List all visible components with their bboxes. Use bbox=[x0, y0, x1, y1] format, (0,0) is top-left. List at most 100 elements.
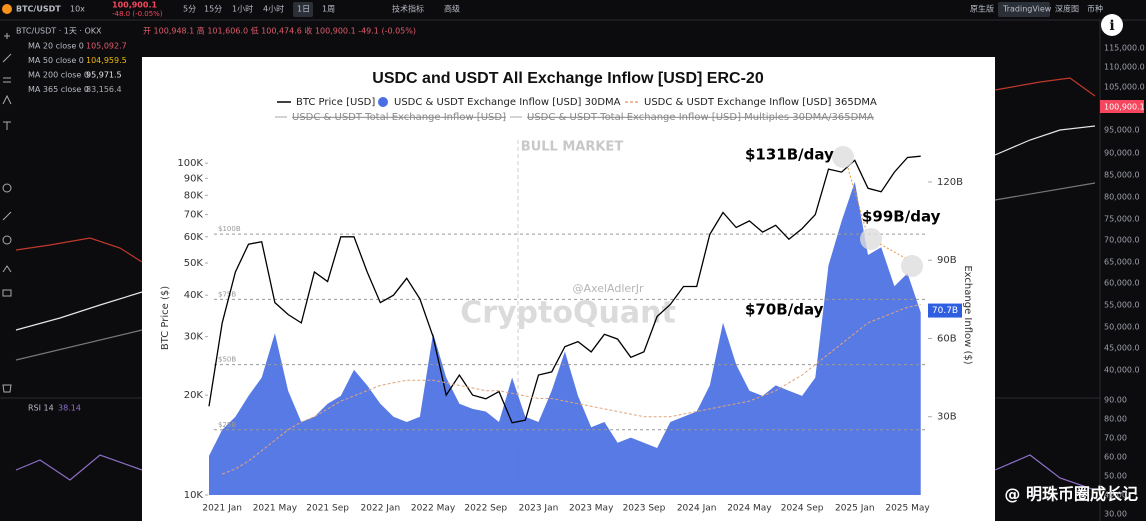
interval[interactable]: 4小时 bbox=[263, 4, 284, 14]
price-axis-label: 50,000.0 bbox=[1104, 323, 1140, 332]
ma-line bbox=[15, 291, 143, 331]
reference-label: $50B bbox=[218, 356, 236, 364]
price-axis-label: 90,000.0 bbox=[1104, 149, 1140, 158]
x-tick-label: 2023 Jan bbox=[519, 504, 559, 514]
legend-hidden-label[interactable]: USDC & USDT Total Exchange Inflow [USD] … bbox=[527, 112, 874, 123]
x-tick-label: 2023 Sep bbox=[623, 504, 666, 514]
ma-value: 83,156.4 bbox=[86, 85, 122, 94]
last-price: 100,900.1 bbox=[1104, 103, 1145, 112]
indicators-button[interactable]: 技术指标 bbox=[392, 4, 424, 14]
price-axis-label: 65,000.0 bbox=[1104, 258, 1140, 267]
ma-value: 104,959.5 bbox=[86, 56, 127, 65]
plot: 10K 20K 30K 40K 50K 60K 70K 80K 90K 100K 30B 60B 90B… bbox=[177, 97, 963, 514]
highlight-circle bbox=[901, 255, 923, 277]
ma-line bbox=[994, 182, 1096, 201]
second-peak-label: $99B/day bbox=[862, 208, 941, 226]
price-axis-label: 55,000.0 bbox=[1104, 301, 1140, 310]
price-change: -48.0 (-0.05%) bbox=[112, 10, 163, 18]
view-tab[interactable]: TradingView bbox=[1002, 5, 1052, 14]
y-tick-label: 30K bbox=[184, 332, 204, 343]
y2-tick-label: 90B bbox=[937, 255, 957, 266]
price-axis-label: 95,000.0 bbox=[1104, 126, 1140, 135]
view-tab[interactable]: 原生版 bbox=[970, 4, 994, 14]
tool-icon bbox=[2, 289, 12, 297]
tool-icon bbox=[3, 121, 11, 130]
price-axis-label: 110,000.0 bbox=[1104, 63, 1145, 72]
x-tick-label: 2024 Sep bbox=[781, 504, 824, 514]
phase-label: BULL MARKET bbox=[521, 140, 624, 155]
tool-icon bbox=[3, 77, 11, 83]
view-tab[interactable]: 深度图 bbox=[1055, 4, 1079, 14]
legend-hidden-label[interactable]: USDC & USDT Total Exchange Inflow [USD] bbox=[292, 112, 506, 123]
rsi-axis-label: 30.00 bbox=[1104, 510, 1127, 519]
tool-column bbox=[2, 33, 12, 393]
rsi-axis-label: 50.00 bbox=[1104, 472, 1127, 481]
tool-icon bbox=[2, 211, 12, 221]
y-tick-label: 80K bbox=[184, 190, 204, 201]
y-tick-label: 60K bbox=[184, 232, 204, 243]
y2-tick-label: 60B bbox=[937, 333, 957, 344]
tool-icon bbox=[2, 183, 12, 193]
last-value-label: 70.7B bbox=[932, 306, 958, 316]
legend-label[interactable]: USDC & USDT Exchange Inflow [USD] 30DMA bbox=[394, 97, 621, 108]
interval[interactable]: 15分 bbox=[204, 5, 222, 14]
x-tick-label: 2022 May bbox=[411, 504, 456, 514]
ma-value: 105,092.7 bbox=[86, 42, 127, 51]
last-price-box bbox=[1100, 100, 1144, 113]
view-selected bbox=[998, 2, 1050, 17]
interval[interactable]: 1日 bbox=[297, 5, 310, 14]
rsi-line bbox=[994, 454, 1096, 491]
inflow-365dma-line bbox=[222, 304, 921, 475]
legend-label[interactable]: BTC Price [USD] bbox=[296, 97, 375, 108]
watermark: @ 明珠币圈成长记 bbox=[1004, 485, 1138, 504]
price-axis-label: 60,000.0 bbox=[1104, 279, 1140, 288]
tool-icon bbox=[2, 235, 12, 245]
y-axis-label: BTC Price ($) bbox=[160, 286, 171, 350]
y2-tick-label: 120B bbox=[937, 177, 963, 188]
legend-label[interactable]: USDC & USDT Exchange Inflow [USD] 365DMA bbox=[644, 97, 877, 108]
x-tick-label: 2023 May bbox=[569, 504, 614, 514]
price-axis-label: 70,000.0 bbox=[1104, 236, 1140, 245]
ma-label: MA 200 close 0 bbox=[28, 71, 89, 80]
price: 100,900.1 bbox=[112, 1, 157, 10]
highlight-circle bbox=[860, 228, 882, 250]
ma-label: MA 50 close 0 bbox=[28, 56, 84, 65]
rsi-axis-label: 60.00 bbox=[1104, 453, 1127, 462]
price-axis-label: 75,000.0 bbox=[1104, 215, 1140, 224]
price-axis-label: 115,000.0 bbox=[1104, 44, 1145, 53]
price-axis-label: 105,000.0 bbox=[1104, 83, 1145, 92]
background-chart bbox=[15, 77, 1096, 491]
inflow-area bbox=[209, 182, 921, 495]
rsi-line bbox=[15, 454, 143, 481]
reference-label: $25B bbox=[218, 421, 236, 429]
ma-line bbox=[994, 77, 1096, 97]
author-credit: @AxelAdlerJr bbox=[573, 282, 644, 295]
info-icon[interactable] bbox=[1101, 14, 1123, 36]
view-tab[interactable]: 币种 bbox=[1087, 4, 1103, 14]
rsi-axis-label: 80.00 bbox=[1104, 415, 1127, 424]
symbol[interactable]: BTC/USDT bbox=[16, 5, 61, 14]
x-tick-label: 2025 May bbox=[885, 504, 930, 514]
leverage[interactable]: 10x bbox=[70, 5, 85, 14]
trend-arrow bbox=[847, 167, 906, 259]
chart-header: BTC/USDT · 1天 · OKX bbox=[16, 27, 102, 36]
source-watermark: CryptoQuant bbox=[460, 296, 676, 331]
y-tick-label: 90K bbox=[184, 173, 204, 184]
btc-price-line bbox=[208, 155, 921, 424]
y-tick-label: 40K bbox=[184, 290, 204, 301]
x-tick-label: 2022 Jan bbox=[361, 504, 401, 514]
advanced-button[interactable]: 高级 bbox=[444, 4, 460, 14]
price-axis-label: 80,000.0 bbox=[1104, 193, 1140, 202]
rsi-label: RSI 14 bbox=[28, 404, 54, 413]
interval[interactable]: 1周 bbox=[322, 5, 335, 14]
interval[interactable]: 5分 bbox=[183, 5, 196, 14]
tool-icon bbox=[4, 33, 10, 39]
rsi-value: 38.14 bbox=[58, 404, 81, 413]
info-glyph: i bbox=[1109, 18, 1114, 34]
x-tick-label: 2021 Jan bbox=[202, 504, 242, 514]
peak-label: $131B/day bbox=[745, 146, 834, 164]
tool-icon bbox=[2, 265, 12, 273]
interval[interactable]: 1小时 bbox=[232, 4, 253, 14]
y2-tick-label: 30B bbox=[937, 412, 957, 423]
